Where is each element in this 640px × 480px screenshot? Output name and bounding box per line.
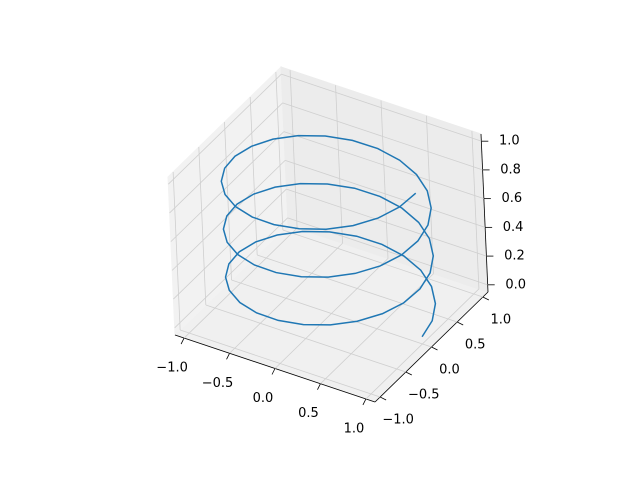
tick-mark (317, 383, 321, 390)
tick-label: 1.0 (491, 313, 512, 328)
tick-mark (482, 296, 490, 301)
grid-line (286, 188, 487, 257)
grid-line (283, 131, 484, 200)
grid-line (205, 304, 406, 373)
grid-line (471, 130, 480, 289)
tick-mark (405, 371, 412, 376)
tick-label: 1.0 (499, 134, 520, 149)
tick-label: −1.0 (156, 361, 188, 376)
grid-line (169, 102, 283, 214)
grid-line (173, 188, 287, 300)
grid-line (282, 229, 483, 298)
tick-mark (362, 398, 367, 406)
tick-mark (457, 321, 464, 326)
grid-line (335, 85, 343, 244)
grid-line (289, 70, 298, 229)
tick-label: −0.5 (202, 376, 234, 391)
tick-mark (431, 346, 438, 351)
grid-line (198, 146, 207, 306)
tick-label: 0.5 (298, 406, 319, 421)
grid-line (180, 329, 381, 398)
grid-line (168, 73, 282, 185)
tick-label: 0.8 (500, 162, 521, 177)
helix-line (220, 134, 437, 338)
grid-line (281, 73, 482, 142)
tick-label: 0.2 (504, 249, 525, 264)
tick-label: −1.0 (382, 413, 414, 428)
grid-line (249, 96, 258, 256)
tick-label: −0.5 (408, 388, 440, 403)
grid-line (172, 171, 181, 331)
grid-line (275, 71, 284, 231)
grid-line (282, 102, 483, 171)
tick-label: 0.6 (502, 191, 523, 206)
z-axis (480, 133, 489, 293)
tick-label: 1.0 (344, 421, 365, 436)
tick-label: 0.0 (505, 277, 526, 292)
grid-line (171, 160, 286, 271)
tick-label: 0.0 (439, 363, 460, 378)
tick-label: 0.0 (253, 391, 274, 406)
grid-line (231, 279, 432, 348)
grid-line (426, 115, 434, 274)
tick-mark (180, 337, 185, 345)
tick-mark (379, 396, 387, 401)
grid-line (257, 254, 458, 323)
tick-mark (271, 368, 276, 375)
grid-line (380, 100, 389, 259)
tick-mark (226, 353, 230, 360)
grid-line (224, 121, 232, 281)
tick-label: 0.4 (503, 220, 524, 235)
grid-line (170, 131, 285, 242)
tick-label: 0.5 (465, 338, 486, 353)
grid-line (174, 217, 288, 329)
grid-line (285, 159, 486, 228)
